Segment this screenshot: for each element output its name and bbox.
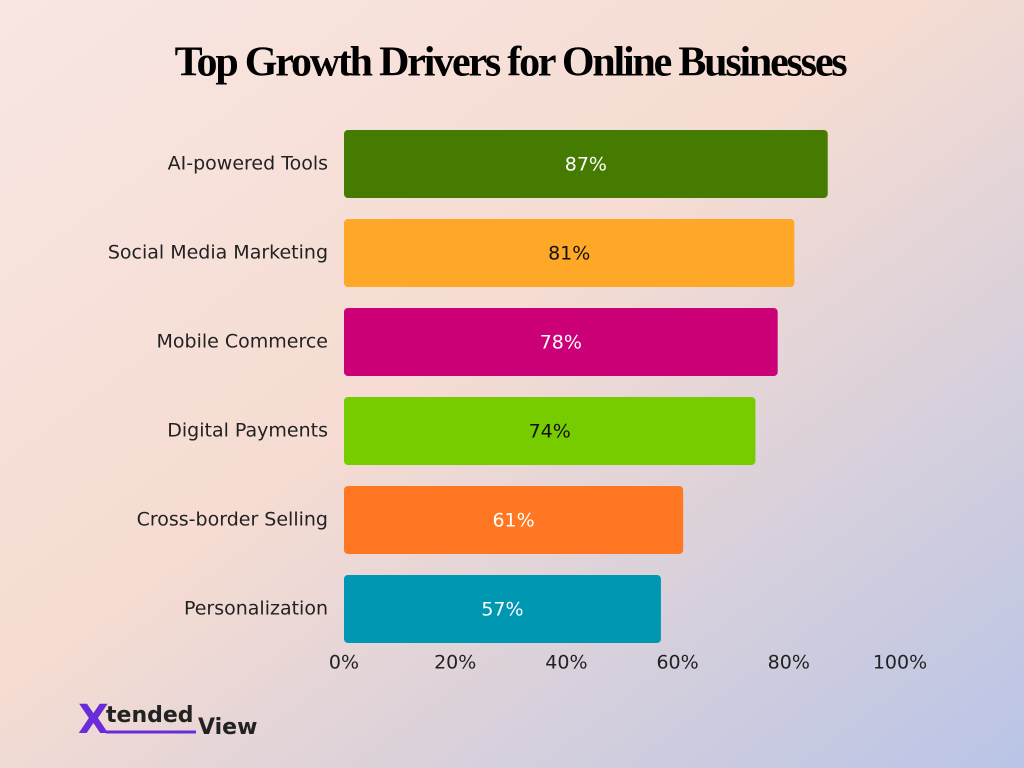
value-label: 81% xyxy=(548,243,590,265)
value-label: 78% xyxy=(540,332,582,354)
y-tick-label: AI-powered Tools xyxy=(168,153,328,175)
logo-text: View xyxy=(198,715,257,740)
value-label: 87% xyxy=(565,154,607,176)
bar xyxy=(344,219,795,287)
x-tick-label: 20% xyxy=(434,652,476,674)
value-label: 61% xyxy=(492,510,534,532)
logo-text: tended xyxy=(106,703,194,728)
bar xyxy=(344,486,684,554)
value-label: 57% xyxy=(481,599,523,621)
y-tick-label: Social Media Marketing xyxy=(108,242,328,264)
bar xyxy=(344,575,661,643)
bar xyxy=(344,308,778,376)
y-tick-label: Cross-border Selling xyxy=(137,509,328,531)
chart-title: Top Growth Drivers for Online Businesses xyxy=(175,40,848,86)
y-tick-label: Mobile Commerce xyxy=(157,331,329,353)
x-tick-label: 60% xyxy=(656,652,698,674)
value-label: 74% xyxy=(529,421,571,443)
x-tick-label: 0% xyxy=(329,652,359,674)
y-tick-label: Personalization xyxy=(184,598,328,620)
x-tick-label: 100% xyxy=(873,652,927,674)
bar xyxy=(344,397,756,465)
logo-mark: X xyxy=(78,697,109,743)
logo: X tended View xyxy=(78,697,257,743)
y-tick-label: Digital Payments xyxy=(167,420,328,442)
x-tick-label: 80% xyxy=(768,652,810,674)
x-tick-label: 40% xyxy=(545,652,587,674)
bar xyxy=(344,130,828,198)
